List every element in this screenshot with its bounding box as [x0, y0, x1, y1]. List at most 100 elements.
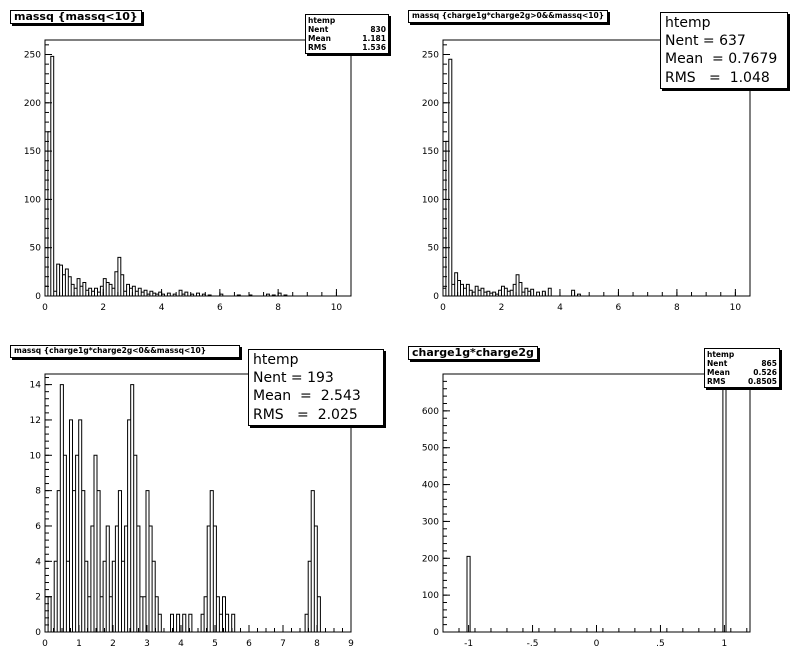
stats-rms-2: 1.048 [729, 69, 770, 86]
stats-box-2: htemp Nent = 637 Mean = 0.7679 RMS = 1.0… [660, 12, 788, 89]
stats-mean-3: 2.543 [320, 388, 361, 405]
x-tick-label: 7 [280, 639, 286, 649]
y-tick-label: 4 [35, 557, 41, 567]
y-tick-label: 8 [35, 487, 41, 497]
y-tick-label: 150 [422, 147, 439, 157]
y-tick-label: 2 [35, 593, 41, 603]
x-tick-label: -.5 [527, 639, 539, 649]
y-tick-label: 10 [30, 451, 42, 461]
y-tick-label: 0 [35, 628, 41, 638]
stats-name-4: htemp [707, 350, 735, 359]
x-tick-label: -1 [464, 639, 473, 649]
x-tick-label: 10 [730, 303, 742, 313]
x-tick-label: 5 [212, 639, 218, 649]
stats-mean-1: 1.181 [362, 34, 386, 43]
x-tick-label: 8 [275, 303, 281, 313]
y-tick-label: 500 [422, 444, 439, 454]
y-tick-label: 6 [35, 522, 41, 532]
histogram-plot-4: 0 100 200 300 400 500 600 -1 -.5 0 .5 1 [422, 373, 751, 649]
plot-frame [442, 373, 751, 633]
stats-entries-label-1: Nent [308, 25, 329, 34]
stats-rms-1: 1.536 [362, 43, 386, 52]
y-tick-label: 300 [422, 517, 439, 527]
stats-entries-label-4: Nent [707, 359, 728, 368]
stats-mean-label-3: Mean [253, 388, 292, 405]
stats-rms-label-1: RMS [308, 43, 327, 52]
x-tick-label: 8 [314, 639, 320, 649]
histogram-pad-2: 0 50 100 150 200 250 0 2 4 6 8 10 massq {charge1g*c… [398, 0, 796, 336]
x-tick-label: .5 [656, 639, 665, 649]
histogram-plot-1: 0 50 100 150 200 250 0 2 4 6 8 10 [24, 39, 352, 313]
stats-rms-4: 0.8505 [748, 377, 777, 386]
x-tick-label: 0 [42, 639, 48, 649]
y-tick-label: 14 [30, 381, 42, 391]
y-tick-label: 250 [24, 50, 41, 60]
x-tick-label: 1 [76, 639, 82, 649]
y-tick-label: 50 [30, 244, 42, 254]
stats-entries-label-2: Nent [665, 33, 699, 50]
stats-mean-2: 0.7679 [728, 51, 778, 68]
y-tick-label: 600 [422, 407, 439, 417]
x-tick-label: 4 [178, 639, 184, 649]
stats-mean-label-4: Mean [707, 368, 730, 377]
x-tick-label: 4 [159, 303, 165, 313]
y-tick-label: 200 [422, 554, 439, 564]
y-tick-label: 150 [24, 147, 41, 157]
x-tick-label: 6 [616, 303, 622, 313]
x-tick-label: 8 [674, 303, 680, 313]
x-tick-label: 2 [110, 639, 116, 649]
histogram-title-4: charge1g*charge2g [408, 346, 538, 360]
y-tick-label: 100 [422, 591, 439, 601]
stats-entries-1: 830 [370, 25, 386, 34]
histogram-title-1: massq {massq<10} [10, 10, 142, 24]
stats-box-4: htemp Nent 865 Mean 0.526 RMS 0.8505 [704, 348, 780, 388]
stats-rms-label-4: RMS [707, 377, 726, 386]
y-tick-label: 0 [433, 292, 439, 302]
x-tick-label: 9 [348, 639, 354, 649]
stats-entries-4: 865 [761, 359, 777, 368]
x-tick-label: 0 [440, 303, 446, 313]
plot-frame [44, 39, 352, 297]
x-tick-label: 3 [144, 639, 150, 649]
stats-entries-2: 637 [719, 33, 746, 50]
stats-mean-4: 0.526 [753, 368, 777, 377]
y-tick-label: 250 [422, 50, 439, 60]
x-tick-label: 1 [722, 639, 728, 649]
x-tick-label: 6 [246, 639, 252, 649]
y-tick-label: 200 [24, 99, 41, 109]
histogram-pad-3: 0 2 4 6 8 10 12 14 0 1 2 3 4 5 6 7 8 9 massq {charge1g*ch… [0, 336, 398, 672]
y-tick-label: 200 [422, 99, 439, 109]
x-tick-label: 2 [100, 303, 106, 313]
y-tick-label: 400 [422, 481, 439, 491]
histogram-pad-4: 0 100 200 300 400 500 600 -1 -.5 0 .5 1 charge1g*ch… [398, 336, 796, 672]
y-tick-label: 100 [24, 195, 41, 205]
histogram-bars [442, 58, 581, 296]
y-tick-label: 0 [433, 628, 439, 638]
x-tick-label: 10 [331, 303, 343, 313]
x-tick-label: 0 [42, 303, 48, 313]
histogram-title-3: massq {charge1g*charge2g<0&&massq<10} [10, 345, 240, 358]
histogram-title-2: massq {charge1g*charge2g>0&&massq<10} [408, 10, 609, 23]
stats-entries-label-3: Nent [253, 370, 287, 387]
stats-rms-3: 2.025 [317, 406, 358, 423]
stats-entries-3: 193 [307, 370, 334, 387]
x-tick-label: 0 [594, 639, 600, 649]
x-tick-label: 6 [217, 303, 223, 313]
histogram-pad-1: 0 50 100 150 200 250 0 2 4 6 8 10 massq {massq<10} … [0, 0, 398, 336]
stats-box-1: htemp Nent 830 Mean 1.181 RMS 1.536 [305, 14, 389, 54]
stats-mean-label-2: Mean [665, 51, 704, 68]
stats-rms-label-2: RMS [665, 69, 696, 86]
stats-mean-label-1: Mean [308, 34, 331, 43]
y-tick-label: 50 [428, 244, 440, 254]
stats-name-3: htemp [253, 352, 299, 368]
histogram-bars [466, 388, 727, 632]
stats-name-2: htemp [665, 15, 711, 31]
y-tick-label: 100 [422, 195, 439, 205]
stats-box-3: htemp Nent = 193 Mean = 2.543 RMS = 2.02… [248, 349, 384, 426]
stats-rms-label-3: RMS [253, 406, 284, 423]
y-tick-label: 0 [35, 292, 41, 302]
stats-name-1: htemp [308, 16, 336, 25]
x-tick-label: 2 [499, 303, 505, 313]
x-tick-label: 4 [557, 303, 563, 313]
